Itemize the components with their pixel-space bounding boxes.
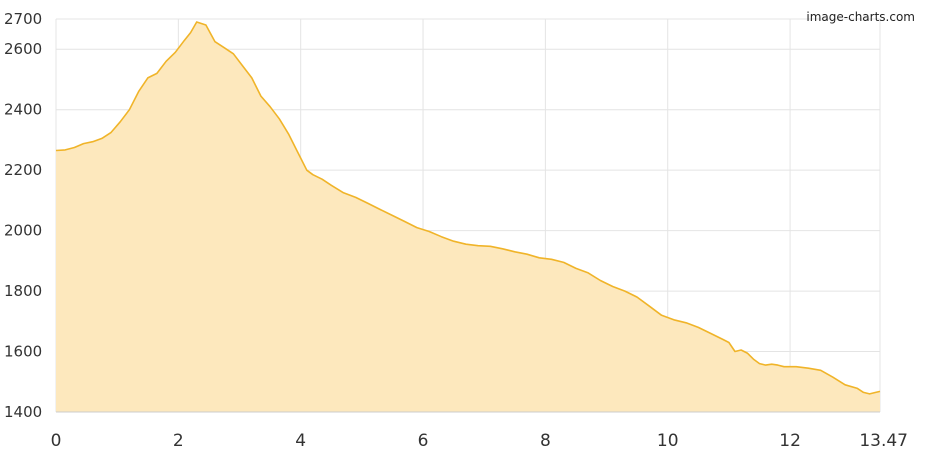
- y-tick-label-4: 2200: [4, 161, 42, 179]
- series-line: [55, 21, 881, 395]
- x-tick-label-1: 2: [173, 431, 184, 451]
- x-tick-label-4: 8: [540, 431, 551, 451]
- x-tick-labels: 0 2 4 6 8 10 12 13.47: [51, 431, 908, 451]
- y-tick-label-0: 1400: [4, 403, 42, 421]
- y-tick-label-2: 1800: [4, 282, 42, 300]
- y-tick-label-7: 2700: [4, 10, 42, 28]
- y-tick-labels: 1400 1600 1800 2000 2200 2400 2600 2700: [4, 10, 42, 421]
- area-fill: [56, 22, 880, 412]
- x-tick-label-2: 4: [295, 431, 306, 451]
- x-tick-label-3: 6: [418, 431, 429, 451]
- y-tick-label-3: 2000: [4, 222, 42, 240]
- x-tick-label-7: 13.47: [859, 431, 908, 451]
- y-tick-label-5: 2400: [4, 101, 42, 119]
- watermark-label: image-charts.com: [806, 10, 915, 24]
- x-tick-label-6: 12: [779, 431, 801, 451]
- y-tick-label-6: 2600: [4, 40, 42, 58]
- y-tick-label-1: 1600: [4, 343, 42, 361]
- x-tick-label-0: 0: [51, 431, 62, 451]
- x-tick-label-5: 10: [657, 431, 679, 451]
